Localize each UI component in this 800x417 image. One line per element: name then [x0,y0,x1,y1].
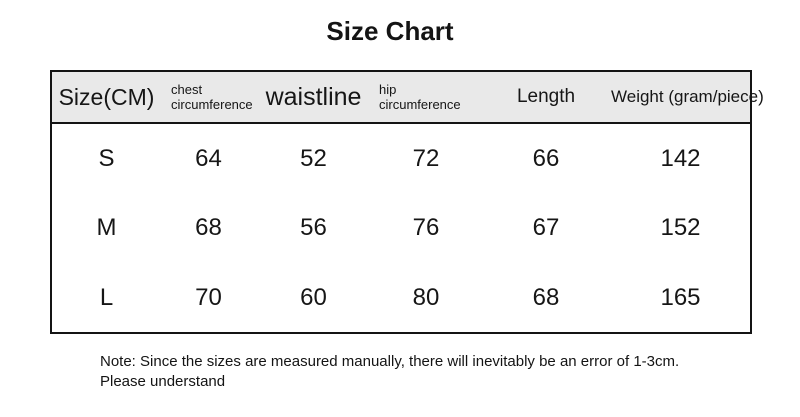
col-header-weight: Weight (gram/piece) [611,71,764,124]
size-table-container: Size(CM) chest circumference waistline h… [50,70,764,334]
col-header-length: Length [481,71,611,124]
cell-weight: 152 [660,214,701,241]
cell-chest: 70 [195,283,222,311]
cell-waist: 52 [300,144,327,172]
measurement-note: Note: Since the sizes are measured manua… [100,352,760,392]
cell-length: 66 [532,144,560,172]
cell-size: M [96,214,117,241]
table-row-l: L 70 60 80 68 165 [51,263,751,333]
page-title: Size Chart [326,16,454,46]
cell-length: 67 [532,214,560,241]
col-header-size: Size(CM) [51,71,161,124]
cell-weight: 142 [660,144,701,172]
col-header-waist: waistline [256,71,371,124]
cell-chest: 64 [195,144,222,172]
cell-weight: 165 [660,283,701,311]
header-row: Size(CM) chest circumference waistline h… [51,71,764,124]
cell-hip: 76 [412,214,440,241]
cell-size: L [99,283,114,311]
note-line-2: Please understand [100,373,226,390]
cell-hip: 80 [412,283,440,311]
cell-waist: 60 [300,283,327,311]
table-row-m: M 68 56 76 67 152 [51,193,751,263]
col-header-hip: hip circumference [371,71,481,124]
cell-hip: 72 [412,144,440,172]
cell-size: S [98,144,115,172]
size-table: Size(CM) chest circumference waistline h… [50,70,764,334]
note-line-1: Note: Since the sizes are measured manua… [100,353,680,370]
table-row-s: S 64 52 72 66 142 [51,123,751,193]
cell-waist: 56 [300,214,327,241]
col-header-chest: chest circumference [161,71,256,124]
cell-length: 68 [532,283,560,311]
cell-chest: 68 [195,214,222,241]
